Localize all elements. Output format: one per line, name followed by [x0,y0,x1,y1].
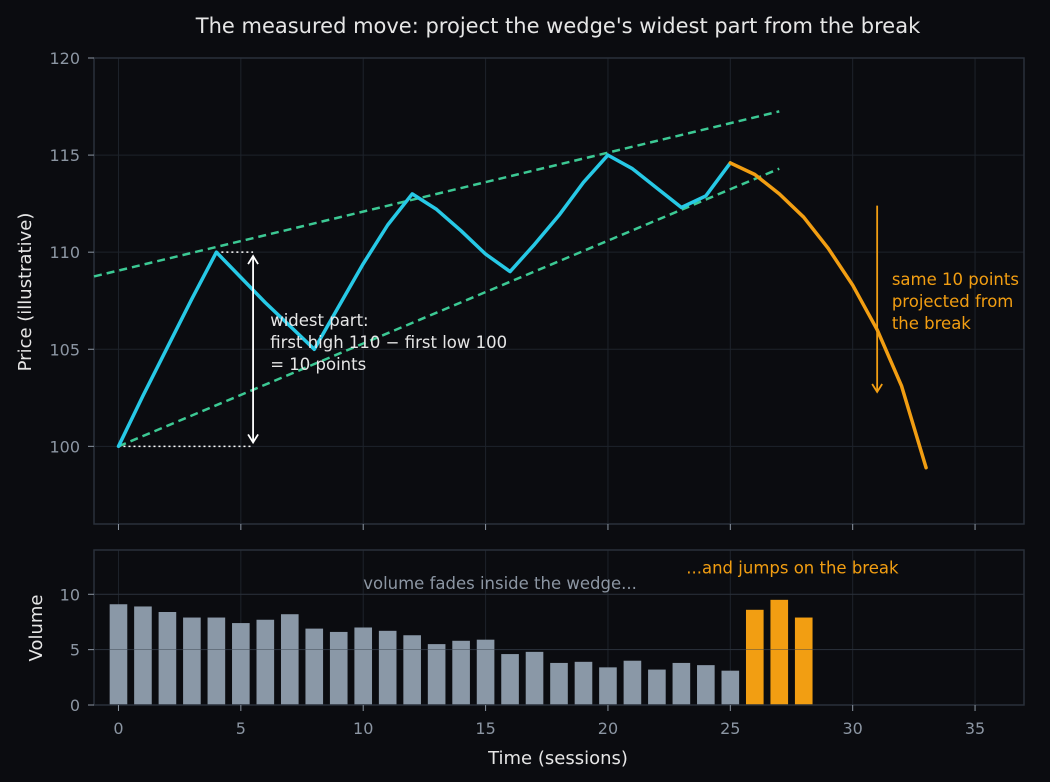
price-ytick-label: 100 [49,437,80,456]
time-axis-label: Time (sessions) [487,748,628,769]
volume-bar [476,639,495,705]
volume-bar-break [794,617,813,705]
time-xtick-label: 20 [598,719,618,738]
price-axis-label: Price (illustrative) [15,213,36,372]
time-xtick-label: 0 [113,719,123,738]
annotation-widest-line: widest part: [270,311,368,330]
projection-arrow-head [871,383,883,394]
volume-bar [427,644,446,705]
volume-bar [280,614,299,705]
volume-bar [329,631,348,705]
time-xtick-label: 15 [475,719,495,738]
volume-bar [648,669,666,705]
volume-bar [354,627,373,705]
volume-bar [207,617,226,705]
time-xtick-label: 35 [965,719,985,738]
volume-bars [109,599,813,705]
time-xtick-label: 10 [353,719,373,738]
measure-arrow [247,254,259,445]
volume-bar [452,640,470,705]
volume-bar [574,661,593,705]
volume-bar [109,604,128,705]
annotation-fade: volume fades inside the wedge... [363,574,637,593]
time-xtick-label: 5 [236,719,246,738]
measure-arrow-head-bottom [247,433,259,445]
time-xtick-label: 30 [843,719,863,738]
volume-bar [183,617,201,705]
chart-title: The measured move: project the wedge's w… [195,14,921,38]
volume-bar [623,660,642,705]
volume-bar [232,623,250,705]
volume-bar [525,651,544,705]
price-panel-frame [93,57,1025,525]
volume-bar [550,662,568,705]
measure-arrow-head-top [247,254,259,265]
price-ytick-label: 105 [49,340,80,359]
volume-ytick-label: 0 [70,696,80,715]
volume-bar [721,670,740,705]
annotation-widest-line: = 10 points [270,355,366,374]
volume-panel-frame [93,549,1025,706]
volume-axis-label: Volume [26,595,47,662]
volume-bar [501,654,519,705]
annotation-widest-line: first high 110 − first low 100 [270,333,507,352]
annotation-projection-line: projected from [892,292,1014,311]
price-ytick-label: 120 [49,49,80,68]
trendline-lower [117,167,780,448]
volume-bar [158,612,177,705]
volume-bar [697,665,715,705]
volume-bar-break [770,599,789,705]
price-ytick-label: 115 [49,146,80,165]
volume-ytick-label: 10 [60,585,80,604]
volume-bar [403,635,421,705]
projection-arrow [871,205,883,394]
volume-bar [378,630,397,705]
volume-ytick-label: 5 [70,641,80,660]
annotation-projection-line: the break [892,314,971,333]
series-breakdown [728,161,928,470]
volume-bar [672,662,691,705]
price-ytick-label: 110 [49,243,80,262]
series-wedge-price [116,153,733,449]
volume-panel: 0 5 10 0 5 10 15 20 25 30 35 volume fades inside th… [60,549,1025,738]
volume-bar [599,667,617,705]
annotation-jump: ...and jumps on the break [686,559,899,578]
volume-bar [134,606,152,705]
volume-bar [305,628,324,705]
volume-bar-break [745,609,764,705]
annotation-projection-line: same 10 points [892,270,1019,289]
time-xtick-label: 25 [720,719,740,738]
trendline-upper [93,110,780,278]
volume-bar [256,619,275,705]
price-panel: 100 105 110 115 120 widest part: first high 11… [49,49,1025,530]
